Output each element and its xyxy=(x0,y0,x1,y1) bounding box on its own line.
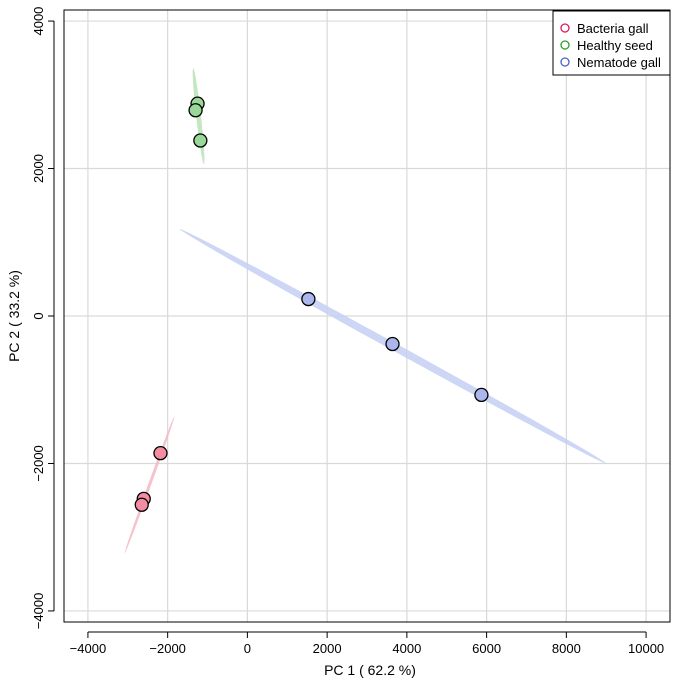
legend-marker xyxy=(560,23,570,33)
legend: Bacteria gall Healthy seed Nematode gall xyxy=(552,10,671,76)
x-axis-label: PC 1 ( 62.2 %) xyxy=(324,662,416,678)
y-axis-label: PC 2 ( 33.2 %) xyxy=(6,270,22,362)
x-tick-label: −2000 xyxy=(149,641,186,656)
legend-marker xyxy=(560,57,570,67)
legend-label: Nematode gall xyxy=(577,55,661,70)
y-tick-label: 2000 xyxy=(31,154,46,183)
data-points xyxy=(134,96,489,512)
axes: −4000 −2000 0 2000 4000 6000 8000 10000 −4000 −20… xyxy=(31,7,664,656)
plot-frame xyxy=(63,9,671,623)
y-tick-label: 0 xyxy=(31,312,46,319)
y-tick-label: −2000 xyxy=(31,445,46,482)
grid-lines xyxy=(64,10,670,622)
data-point xyxy=(193,133,208,148)
x-tick-label: 4000 xyxy=(392,641,421,656)
x-tick-label: 6000 xyxy=(472,641,501,656)
x-tick-label: 10000 xyxy=(628,641,664,656)
legend-label: Bacteria gall xyxy=(577,21,649,36)
data-point xyxy=(301,291,316,307)
data-point xyxy=(474,387,489,403)
x-tick-label: 8000 xyxy=(552,641,581,656)
legend-label: Healthy seed xyxy=(577,38,653,53)
x-tick-label: 0 xyxy=(244,641,251,656)
y-tick-label: −4000 xyxy=(31,593,46,630)
data-point xyxy=(153,445,168,461)
legend-box xyxy=(552,10,671,76)
x-tick-label: −4000 xyxy=(70,641,107,656)
data-point xyxy=(134,497,149,512)
legend-marker xyxy=(560,40,570,50)
data-point xyxy=(385,336,400,352)
data-point xyxy=(188,103,203,118)
x-tick-label: 2000 xyxy=(313,641,342,656)
y-tick-label: 4000 xyxy=(31,7,46,36)
